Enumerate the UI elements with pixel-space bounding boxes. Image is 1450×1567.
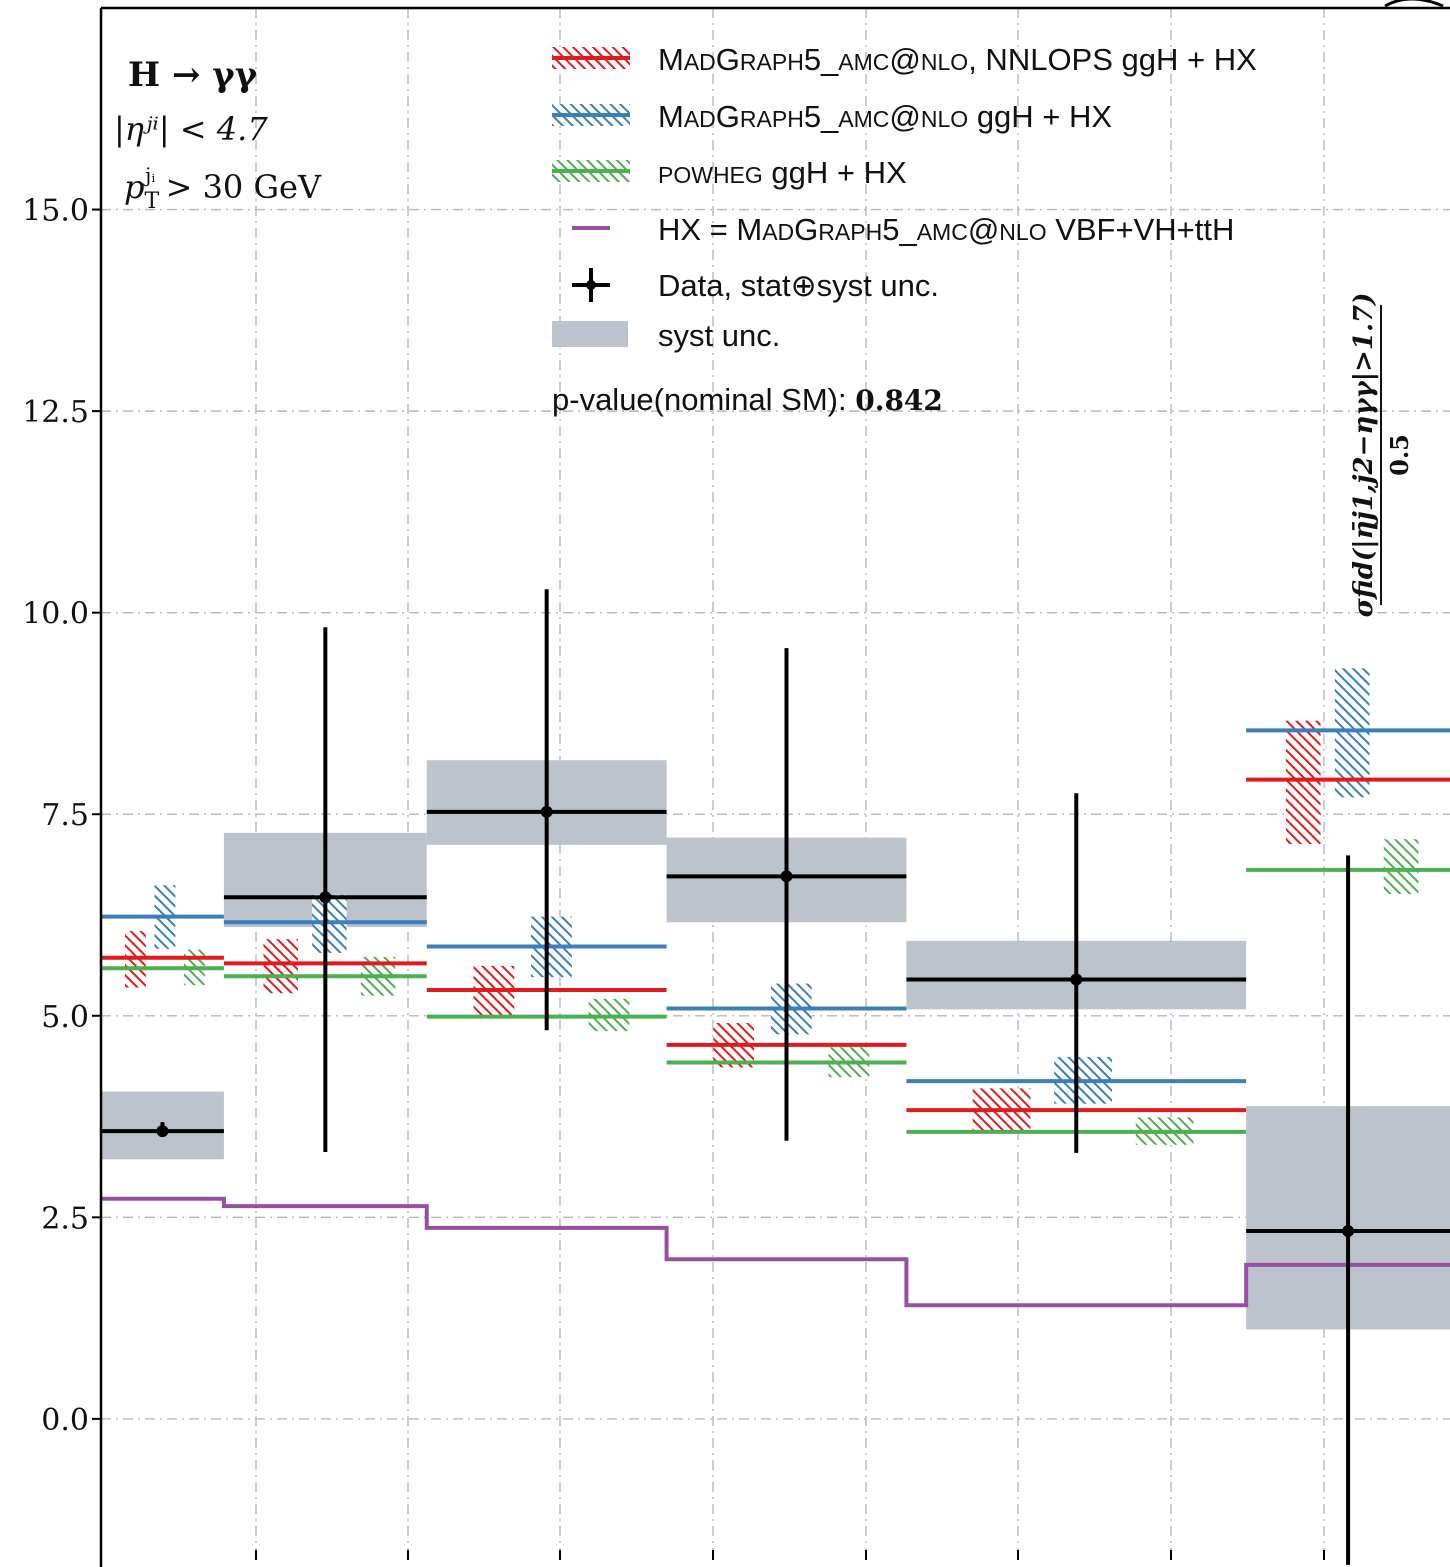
mg5-band-box (1334, 668, 1370, 798)
process-annotation: H → γγ |ηʲⁱ| < 4.7 pTjᵢ > 30 GeV (114, 55, 322, 214)
line-layer (101, 728, 1450, 1134)
y-tick-label: 12.5 (22, 395, 89, 430)
pt-cut-sup: jᵢ (143, 163, 155, 187)
data-point (156, 1125, 169, 1138)
y-tick-label: 7.5 (41, 798, 89, 833)
data-point (1342, 1225, 1355, 1238)
legend-label-mg5: MADGRAPH5_AMC@NLO ggH + HX (658, 99, 1112, 134)
pt-cut-rest: > 30 GeV (155, 168, 322, 206)
pt-cut-sub: T (144, 189, 159, 214)
pt-cut-label: pTjᵢ > 30 GeV (124, 163, 322, 214)
nnlops-band-box (263, 939, 298, 994)
nnlops-band-box (1285, 720, 1321, 845)
data-point (780, 870, 793, 883)
data-point (1070, 973, 1083, 986)
process-label: H → γγ (128, 55, 258, 95)
y-tick-label: 5.0 (41, 1000, 89, 1035)
legend-label-data: Data, stat⊕syst unc. (658, 268, 939, 303)
ylabel-numerator: σfid(|η̄j1,j2−ηγγ|>1.7) (1349, 293, 1379, 618)
band-layer (124, 668, 1419, 1145)
pvalue-label: p-value(nominal SM): 0.842 (552, 382, 943, 417)
pvalue-value: 0.842 (855, 384, 943, 417)
data-layer (101, 589, 1450, 1565)
pt-cut-p: p (124, 168, 144, 206)
legend: MADGRAPH5_AMC@NLO, NNLOPS ggH + HX MADGR… (552, 42, 1257, 417)
y-tick-label: 10.0 (22, 597, 89, 632)
legend-swatch-syst (552, 321, 628, 347)
data-point (540, 805, 553, 818)
legend-label-nnlops: MADGRAPH5_AMC@NLO, NNLOPS ggH + HX (658, 42, 1257, 77)
data-point (319, 891, 332, 904)
ylabel-denominator: 0.5 (1385, 434, 1414, 476)
legend-label-hx: HX = MADGRAPH5_AMC@NLO VBF+VH+ttH (658, 212, 1234, 247)
eta-cut-label: |ηʲⁱ| < 4.7 (114, 110, 268, 148)
legend-label-powheg: POWHEG ggH + HX (658, 155, 907, 190)
y-tick-label: 2.5 (41, 1201, 89, 1236)
hx-layer (101, 1196, 1450, 1308)
corner-curl (1384, 0, 1444, 8)
hx-step-line (101, 1196, 1450, 1308)
y-axis-title: σfid(|η̄j1,j2−ηγγ|>1.7) 0.5 (1349, 293, 1414, 618)
y-tick-label: 15.0 (22, 194, 89, 229)
legend-marker-data (572, 268, 610, 302)
axis-layer: 0.0 2.5 5.0 7.5 10.0 12.5 15.0 (22, 0, 1450, 1567)
legend-label-syst: syst unc. (658, 318, 780, 353)
powheg-band-box (1383, 839, 1419, 895)
y-tick-label: 0.0 (41, 1403, 89, 1438)
